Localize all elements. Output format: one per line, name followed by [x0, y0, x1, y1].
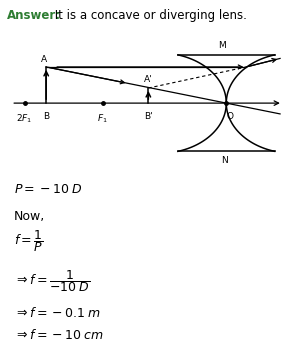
Text: Now,: Now, [14, 210, 45, 222]
Text: N: N [222, 157, 228, 165]
Text: M: M [218, 41, 226, 51]
Text: A': A' [144, 75, 153, 84]
Text: $\Rightarrow f = -0.1\;m$: $\Rightarrow f = -0.1\;m$ [14, 306, 101, 320]
Text: A: A [41, 55, 46, 64]
Text: $\Rightarrow f = \dfrac{1}{-10\;D}$: $\Rightarrow f = \dfrac{1}{-10\;D}$ [14, 268, 91, 294]
Text: $2F_1$: $2F_1$ [16, 112, 33, 124]
Text: $\Rightarrow f = -10\;cm$: $\Rightarrow f = -10\;cm$ [14, 328, 104, 342]
Text: $P = -10\;D$: $P = -10\;D$ [14, 183, 83, 197]
Text: B': B' [144, 112, 153, 121]
Text: O: O [227, 112, 234, 121]
Text: $F_1$: $F_1$ [97, 112, 108, 124]
Text: Answer:: Answer: [7, 9, 61, 22]
Text: $f = \dfrac{1}{P}$: $f = \dfrac{1}{P}$ [14, 228, 44, 253]
Text: B: B [43, 112, 49, 121]
Text: It is a concave or diverging lens.: It is a concave or diverging lens. [51, 9, 247, 22]
